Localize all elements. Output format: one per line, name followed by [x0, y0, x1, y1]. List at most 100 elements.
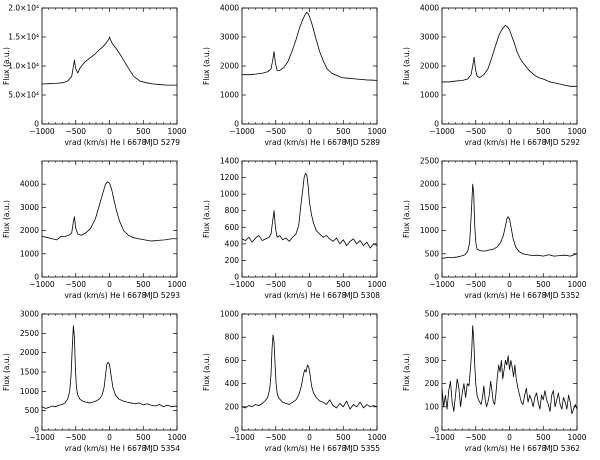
y-tick-label: 0 [234, 426, 239, 435]
x-axis-label: vrad (km/s) He I 6678 [264, 444, 346, 453]
plot-frame [41, 313, 178, 431]
plot-frame [441, 313, 578, 431]
y-axis-label: Flux (a.u.) [2, 353, 11, 391]
y-tick-label: 0 [34, 273, 39, 282]
y-axis-label: Flux (a.u.) [402, 353, 411, 391]
plot-frame [241, 160, 378, 278]
y-tick-label: 200 [225, 402, 240, 411]
y-tick-label: 500 [25, 406, 40, 415]
x-tick-label: −1000 [429, 280, 455, 289]
plot-frame [241, 7, 378, 125]
y-tick-label: 600 [225, 223, 240, 232]
x-tick-label: 1000 [167, 127, 186, 136]
mjd-label: MJD 5279 [144, 138, 180, 147]
x-tick-label: 500 [536, 433, 551, 442]
x-axis-label: vrad (km/s) He I 6678 [464, 138, 546, 147]
x-tick-label: 1000 [567, 280, 586, 289]
y-tick-label: 3000 [220, 33, 239, 42]
y-tick-label: 1000 [220, 310, 239, 319]
x-tick-label: 1000 [367, 433, 386, 442]
spectrum-line [241, 334, 378, 410]
y-axis-label: Flux (a.u.) [402, 200, 411, 238]
y-tick-label: 4000 [20, 180, 39, 189]
x-tick-label: 0 [307, 280, 312, 289]
x-tick-label: 0 [507, 433, 512, 442]
x-tick-label: 500 [336, 280, 351, 289]
y-tick-label: 200 [425, 379, 440, 388]
x-tick-label: 1000 [167, 280, 186, 289]
spectrum-line [41, 181, 177, 242]
y-axis-label: Flux (a.u.) [202, 353, 211, 391]
x-tick-label: 0 [307, 433, 312, 442]
x-tick-label: −1000 [229, 433, 255, 442]
y-tick-label: 300 [425, 356, 440, 365]
x-tick-label: −1000 [29, 127, 55, 136]
spectrum-line [242, 11, 378, 81]
spectrum-line [41, 325, 178, 409]
x-tick-label: 1000 [567, 433, 586, 442]
y-tick-label: 3000 [20, 310, 39, 319]
y-tick-label: 500 [425, 249, 440, 258]
mjd-label: MJD 5355 [344, 444, 380, 453]
y-tick-label: 1000 [20, 387, 39, 396]
y-tick-label: 1000 [220, 190, 239, 199]
x-tick-label: 0 [307, 127, 312, 136]
spectrum-line [441, 325, 578, 415]
y-tick-label: 2000 [420, 180, 439, 189]
y-tick-label: 0 [434, 120, 439, 129]
y-tick-label: 600 [225, 356, 240, 365]
y-tick-label: 2000 [420, 62, 439, 71]
y-tick-label: 800 [225, 206, 240, 215]
x-tick-label: 500 [336, 433, 351, 442]
x-tick-label: 500 [136, 127, 151, 136]
spectrum-panel-3: −1000 −500 0 500 1000 0 1000 2000 3000 4000 Flux (… [402, 4, 587, 148]
y-tick-label: 400 [225, 239, 240, 248]
x-tick-label: −500 [265, 280, 286, 289]
x-tick-label: 500 [136, 280, 151, 289]
y-tick-label: 500 [425, 310, 440, 319]
y-tick-label: 1400 [220, 157, 239, 166]
spectrum-panel-4: −1000 −500 0 500 1000 0 1000 2000 3000 4000 Flux (… [2, 160, 187, 300]
y-tick-label: 2500 [420, 157, 439, 166]
spectrum-line [41, 36, 177, 86]
x-tick-label: 500 [136, 433, 151, 442]
x-tick-label: 1000 [367, 280, 386, 289]
x-tick-label: −500 [65, 127, 86, 136]
spectrum-panel-6: −1000 −500 0 500 1000 0 500 1000 1500 2000 2500 Flu… [402, 157, 587, 301]
mjd-label: MJD 5289 [344, 138, 380, 147]
x-axis-label: vrad (km/s) He I 6678 [264, 291, 346, 300]
y-tick-label: 2000 [20, 348, 39, 357]
y-tick-label: 1000 [20, 249, 39, 258]
y-tick-label: 1.0×10⁴ [8, 62, 39, 71]
y-tick-label: 5.0×10⁴ [8, 91, 39, 100]
y-tick-label: 3000 [20, 203, 39, 212]
x-tick-label: 0 [507, 280, 512, 289]
y-tick-label: 3000 [420, 33, 439, 42]
y-tick-label: 1000 [220, 91, 239, 100]
y-tick-label: 200 [225, 256, 240, 265]
x-axis-label: vrad (km/s) He I 6678 [264, 138, 346, 147]
mjd-label: MJD 5354 [144, 444, 180, 453]
y-tick-label: 2000 [220, 62, 239, 71]
y-tick-label: 2500 [20, 329, 39, 338]
y-tick-label: 4000 [220, 4, 239, 13]
mjd-label: MJD 5308 [344, 291, 380, 300]
x-tick-label: −1000 [429, 127, 455, 136]
spectrum-line [441, 183, 578, 259]
x-tick-label: −500 [65, 280, 86, 289]
x-axis-label: vrad (km/s) He I 6678 [64, 138, 146, 147]
spectrum-line [442, 24, 577, 87]
y-tick-label: 1.5×10⁴ [8, 33, 39, 42]
mjd-label: MJD 5362 [544, 444, 580, 453]
y-tick-label: 0 [34, 120, 39, 129]
mjd-label: MJD 5293 [144, 291, 180, 300]
spectrum-panel-5: −1000 −500 0 500 1000 0 200 400 600 800 1000 1200 14… [202, 157, 387, 301]
x-tick-label: −1000 [29, 280, 55, 289]
y-tick-label: 400 [225, 379, 240, 388]
y-tick-label: 0 [234, 120, 239, 129]
y-tick-label: 0 [234, 273, 239, 282]
spectrum-panel-7: −1000 −500 0 500 1000 0 500 1000 1500 2000 2500 300… [2, 310, 187, 454]
y-axis-label: Flux (a.u.) [2, 200, 11, 238]
spectrum-panel-9: −1000 −500 0 500 1000 0 100 200 300 400 500 Flux (a… [402, 310, 587, 454]
x-tick-label: 500 [536, 280, 551, 289]
